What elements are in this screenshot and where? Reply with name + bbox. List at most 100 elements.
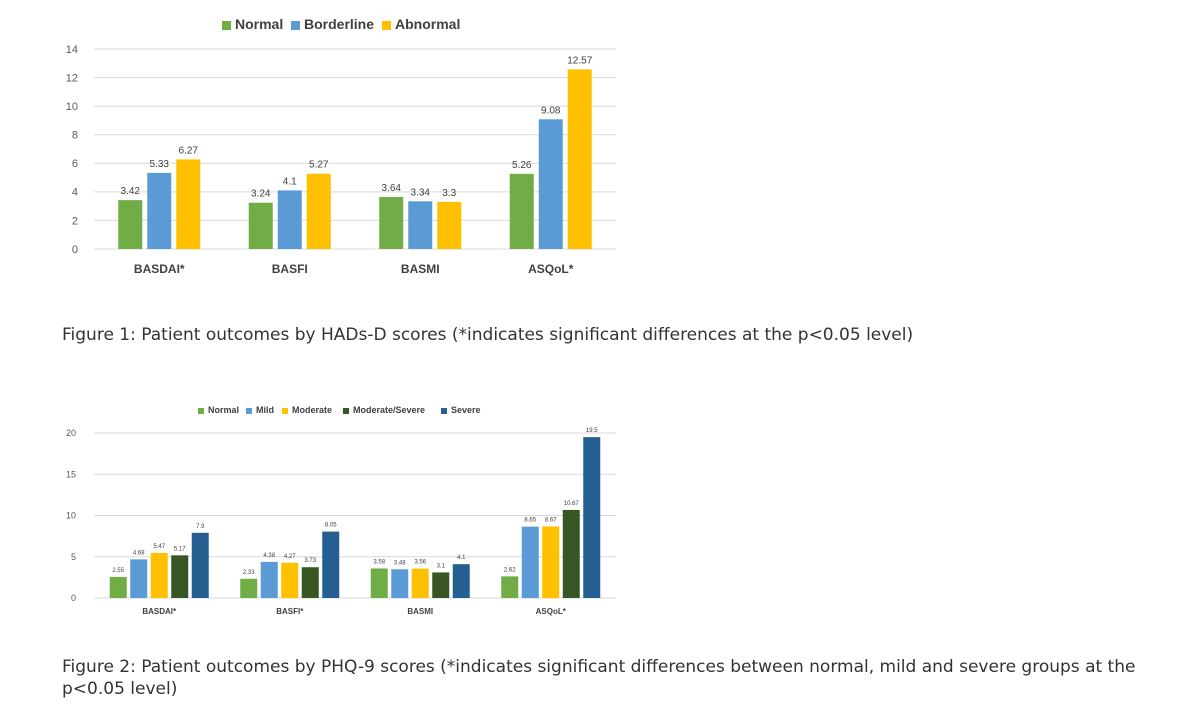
legend-label: Borderline xyxy=(304,16,374,32)
data-label: 3.64 xyxy=(382,183,402,194)
y-tick-label: 2 xyxy=(72,215,78,227)
y-tick-label: 6 xyxy=(72,158,78,170)
bar xyxy=(521,526,539,598)
y-tick-label: 10 xyxy=(66,101,78,113)
x-category-label: ASQoL* xyxy=(528,262,574,276)
legend-swatch xyxy=(246,408,252,414)
bar xyxy=(538,119,563,250)
y-tick-label: 15 xyxy=(66,469,76,479)
legend-swatch xyxy=(382,21,391,30)
data-label: 3.42 xyxy=(121,186,141,197)
bar xyxy=(281,562,299,598)
x-category-label: BASMI xyxy=(401,262,440,276)
legend-label: Normal xyxy=(235,16,283,32)
data-label: 3.24 xyxy=(251,189,271,200)
data-label: 5.47 xyxy=(153,544,165,550)
bar xyxy=(437,201,462,249)
bar xyxy=(509,173,534,249)
data-label: 3.3 xyxy=(442,188,456,199)
bar xyxy=(118,200,143,249)
x-category-label: BASDAI* xyxy=(142,607,177,616)
bar xyxy=(452,564,470,598)
bar xyxy=(150,552,168,598)
x-category-label: ASQoL* xyxy=(536,607,567,616)
data-label: 3.56 xyxy=(414,560,426,566)
bar xyxy=(542,526,560,598)
legend-label: Mild xyxy=(256,405,274,415)
bar xyxy=(370,568,388,598)
bar xyxy=(191,532,209,598)
bar xyxy=(109,576,127,598)
y-tick-label: 5 xyxy=(71,552,76,562)
bar xyxy=(583,437,601,598)
x-category-label: BASFI* xyxy=(276,607,304,616)
x-category-label: BASFI xyxy=(272,262,308,276)
data-label: 9.08 xyxy=(541,105,561,116)
bar xyxy=(171,555,189,598)
legend-swatch xyxy=(441,408,447,414)
data-label: 3.1 xyxy=(437,563,446,569)
data-label: 2.62 xyxy=(504,567,516,573)
figure-2-chart: 0 5 10 15 20 Normal Mild Moderate Moderate/Sever… xyxy=(66,405,616,616)
data-label: 5.26 xyxy=(512,160,532,171)
data-label: 3.58 xyxy=(373,559,385,565)
figure-1-caption: Figure 1: Patient outcomes by HADs-D sco… xyxy=(62,325,914,345)
data-label: 4.1 xyxy=(283,176,297,187)
data-label: 7.9 xyxy=(196,524,205,530)
bar xyxy=(248,202,273,249)
bar xyxy=(411,568,429,598)
bar xyxy=(562,509,580,598)
legend-swatch xyxy=(282,408,288,414)
bar xyxy=(567,69,592,249)
y-tick-label: 20 xyxy=(66,428,76,438)
bar xyxy=(176,159,201,249)
bar xyxy=(260,561,278,598)
bar xyxy=(240,578,258,598)
data-label: 19.5 xyxy=(586,428,598,434)
data-label: 8.65 xyxy=(524,518,536,524)
bar xyxy=(306,173,331,249)
legend-label: Severe xyxy=(451,405,481,415)
bar xyxy=(322,531,340,598)
figure-2-caption: Figure 2: Patient outcomes by PHQ-9 scor… xyxy=(62,657,1136,699)
bar xyxy=(432,572,450,598)
bar xyxy=(501,576,519,598)
data-label: 12.57 xyxy=(567,55,592,66)
legend-swatch xyxy=(198,408,204,414)
y-tick-label: 10 xyxy=(66,511,76,521)
legend-label: Normal xyxy=(208,405,239,415)
bar xyxy=(130,559,148,598)
bar xyxy=(379,197,404,249)
legend-label: Abnormal xyxy=(395,16,460,32)
data-label: 5.33 xyxy=(150,159,170,170)
data-label: 4.38 xyxy=(263,553,275,559)
legend-label: Moderate/Severe xyxy=(353,405,425,415)
data-label: 2.55 xyxy=(112,568,124,574)
y-tick-label: 0 xyxy=(71,593,76,603)
y-tick-label: 14 xyxy=(66,44,78,56)
data-label: 3.48 xyxy=(394,560,406,566)
legend-swatch xyxy=(343,408,349,414)
data-label: 10.67 xyxy=(564,501,580,507)
bar xyxy=(301,567,319,598)
y-tick-label: 8 xyxy=(72,130,78,142)
data-label: 3.34 xyxy=(411,187,431,198)
legend-swatch xyxy=(222,21,231,30)
legend-label: Moderate xyxy=(292,405,332,415)
data-label: 3.73 xyxy=(304,558,316,564)
bar xyxy=(391,569,409,598)
y-tick-label: 0 xyxy=(72,244,78,256)
data-label: 6.27 xyxy=(179,145,199,156)
legend-swatch xyxy=(291,21,300,30)
data-label: 2.33 xyxy=(243,570,255,576)
x-category-label: BASDAI* xyxy=(134,262,185,276)
y-tick-label: 4 xyxy=(72,187,78,199)
data-label: 4.68 xyxy=(133,550,145,556)
bar xyxy=(147,172,172,249)
bar xyxy=(277,190,302,249)
data-label: 5.17 xyxy=(174,546,186,552)
data-label: 4.1 xyxy=(457,555,466,561)
figure-1-chart: 0 2 4 6 8 10 12 14 Normal Borderline Abnormal 3.42 5… xyxy=(66,16,616,276)
bar xyxy=(408,201,433,249)
x-category-label: BASMI xyxy=(407,607,433,616)
